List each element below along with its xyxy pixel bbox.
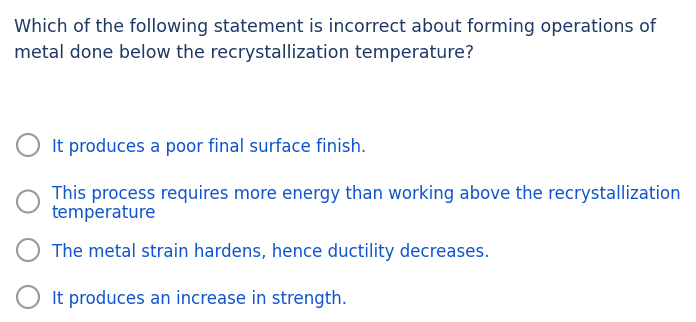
Text: It produces an increase in strength.: It produces an increase in strength. [52,290,347,308]
Text: Which of the following statement is incorrect about forming operations of: Which of the following statement is inco… [14,18,656,36]
Text: temperature: temperature [52,204,157,222]
Text: metal done below the recrystallization temperature?: metal done below the recrystallization t… [14,44,474,62]
Text: The metal strain hardens, hence ductility decreases.: The metal strain hardens, hence ductilit… [52,243,489,261]
Text: It produces a poor final surface finish.: It produces a poor final surface finish. [52,138,366,156]
Text: This process requires more energy than working above the recrystallization: This process requires more energy than w… [52,185,681,203]
